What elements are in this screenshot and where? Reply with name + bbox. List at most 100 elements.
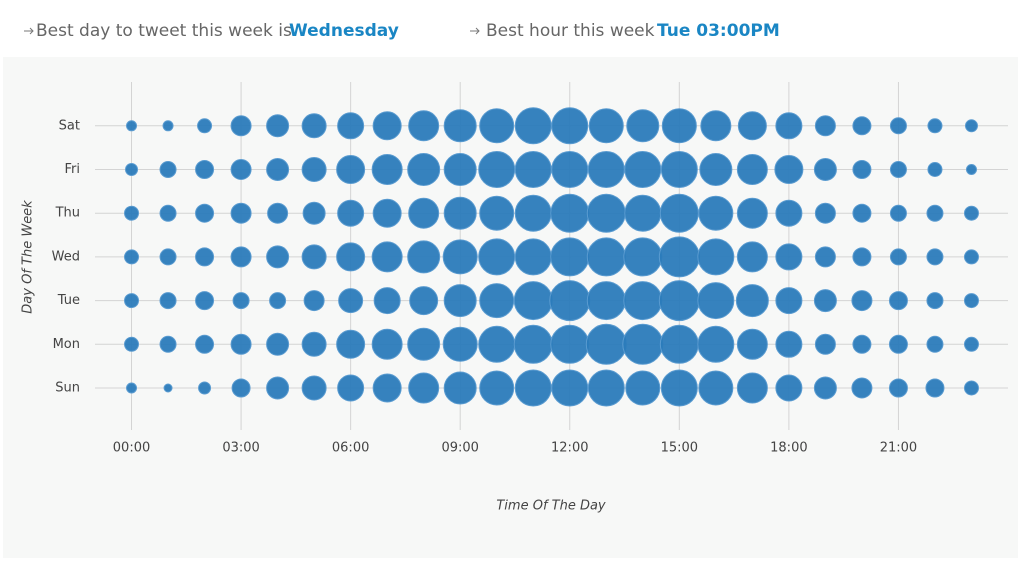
bubble (587, 151, 625, 188)
bubble (965, 164, 977, 175)
bubble (889, 117, 907, 135)
bubble (624, 194, 662, 232)
bubble (266, 245, 290, 269)
bubble (514, 369, 552, 407)
bubble (925, 378, 945, 398)
bubble (852, 160, 872, 179)
bubble (736, 154, 768, 185)
bubble (735, 284, 769, 318)
y-tick-label: Mon (53, 337, 80, 352)
bubble (889, 161, 907, 178)
bubble (195, 291, 215, 311)
bubble (623, 281, 663, 321)
bubble (658, 236, 700, 278)
bubble (443, 153, 477, 186)
bubble (737, 111, 767, 141)
bubble (479, 108, 515, 144)
bubble (624, 151, 662, 188)
bubble (159, 161, 177, 178)
bubble (407, 327, 441, 361)
bubble (775, 374, 803, 402)
bubble (372, 111, 402, 141)
bubble (551, 107, 589, 145)
y-tick-label: Thu (55, 206, 80, 221)
bubble (371, 154, 403, 185)
bubble (338, 288, 364, 314)
bubble (625, 370, 661, 406)
bubble (963, 205, 979, 221)
best-hour-text: Best hour this week (486, 21, 655, 41)
bubble (195, 203, 215, 223)
bubble (551, 151, 589, 188)
arrow-icon (470, 27, 480, 35)
bubble (736, 328, 768, 360)
bubble (586, 237, 626, 277)
bubble (443, 371, 477, 405)
bubble (302, 201, 326, 225)
bubble (159, 335, 177, 353)
bubble (551, 369, 589, 407)
bubble (814, 115, 836, 137)
bubble (852, 116, 872, 136)
y-tick-label: Sun (55, 381, 80, 396)
bubble (337, 112, 365, 140)
bubble (126, 120, 138, 132)
x-tick-label: 06:00 (332, 441, 369, 456)
bubble (626, 109, 660, 143)
bubble (443, 284, 477, 318)
bubble (927, 162, 943, 177)
bubble (230, 159, 252, 180)
bubble (852, 203, 872, 223)
bubble (775, 199, 803, 227)
bubble (698, 195, 734, 231)
bubble (408, 197, 440, 229)
bubble (159, 248, 177, 266)
bubble (303, 290, 325, 312)
x-tick-label: 18:00 (770, 441, 807, 456)
bubble (269, 292, 287, 310)
bubble (479, 370, 515, 406)
bubble (301, 244, 327, 270)
bubble (851, 290, 873, 312)
bubble (964, 119, 978, 133)
bubble (888, 334, 908, 354)
bubble (775, 112, 803, 140)
bubble (659, 193, 699, 233)
x-tick-label: 12:00 (551, 441, 588, 456)
bubble (889, 204, 907, 222)
y-axis-title: Day Of The Week (21, 200, 36, 314)
bubble (775, 330, 803, 358)
bubble (409, 286, 439, 316)
bubble (888, 378, 908, 398)
bubble (266, 376, 290, 400)
y-tick-label: Tue (57, 293, 80, 308)
x-tick-label: 09:00 (441, 441, 478, 456)
bubble (852, 334, 872, 354)
y-tick-label: Wed (52, 249, 80, 264)
bubble (963, 293, 979, 309)
bubble (371, 241, 403, 273)
bubble (371, 328, 403, 360)
bubble (266, 332, 290, 356)
bubble (813, 376, 837, 400)
bubble (549, 280, 591, 322)
bubble (700, 110, 732, 142)
bubble (478, 238, 516, 276)
bubble (442, 239, 478, 275)
bubble (698, 370, 734, 406)
bubble (588, 108, 624, 144)
bubble (230, 333, 252, 355)
bubble (125, 163, 139, 176)
bubble (699, 153, 733, 186)
bubble (301, 375, 327, 401)
bubble (585, 323, 627, 365)
bubble (301, 113, 327, 139)
bubble (373, 287, 401, 315)
bubble (514, 151, 552, 188)
bubble (266, 158, 290, 181)
bubble (813, 289, 837, 313)
arrow-icon (24, 27, 34, 35)
bubble (513, 324, 553, 364)
bubble (336, 242, 366, 272)
